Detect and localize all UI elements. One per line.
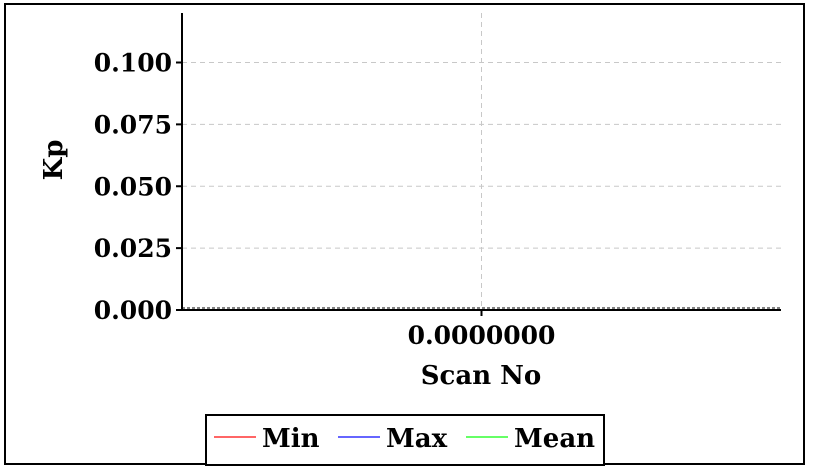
legend-label: Max [386, 424, 448, 454]
legend: Min Max Mean [205, 414, 605, 466]
y-axis-title: Kp [39, 140, 69, 181]
legend-items: Min Max Mean [214, 424, 595, 454]
y-tick-label: 0.000 [94, 296, 172, 325]
y-tick-label: 0.025 [94, 234, 172, 263]
y-tick-layer: 0.000 0.025 0.050 0.075 0.100 [94, 49, 182, 325]
grid-layer [182, 13, 781, 310]
y-tick-label: 0.100 [94, 49, 172, 78]
x-tick-layer: 0.0000000 [408, 310, 556, 350]
legend-label: Min [262, 424, 320, 454]
x-axis-title: Scan No [421, 361, 542, 391]
y-tick-label: 0.050 [94, 172, 172, 201]
chart-frame [4, 3, 805, 465]
x-tick-label: 0.0000000 [408, 321, 556, 350]
legend-label: Mean [514, 424, 595, 454]
legend-item-max: Max [338, 424, 448, 454]
y-tick-label: 0.075 [94, 110, 172, 139]
legend-box [205, 414, 605, 466]
legend-item-min: Min [214, 424, 320, 454]
legend-item-mean: Mean [466, 424, 595, 454]
